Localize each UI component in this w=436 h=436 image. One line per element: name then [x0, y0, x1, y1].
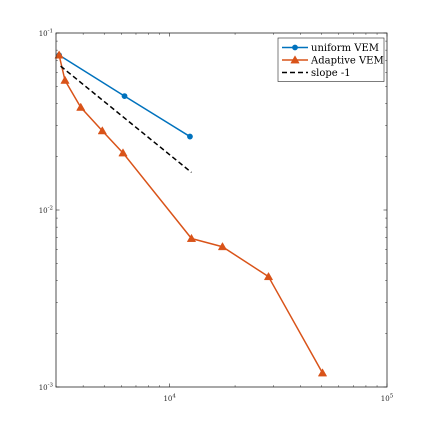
data-point-uniform-vem: [121, 93, 128, 100]
series-line-slope-1: [60, 65, 192, 174]
y-tick-label: 10-3: [39, 383, 54, 393]
legend-label-uniform-vem: uniform VEM: [311, 43, 379, 54]
data-point-adaptive-vem: [60, 75, 70, 84]
legend-label-slope-1: slope -1: [311, 68, 351, 79]
legend-marker-adaptive-vem: [290, 55, 300, 64]
data-point-adaptive-vem: [263, 271, 274, 281]
data-point-adaptive-vem: [186, 233, 197, 242]
data-point-adaptive-vem: [217, 242, 228, 251]
y-tick-label: 10-2: [39, 206, 53, 216]
data-point-uniform-vem: [187, 133, 193, 140]
data-point-adaptive-vem: [118, 148, 128, 157]
plot-area: [56, 33, 387, 387]
legend-marker-uniform-vem: [292, 44, 298, 51]
x-tick-label: 104: [163, 394, 176, 404]
legend-label-adaptive-vem: Adaptive VEM: [310, 56, 384, 67]
y-tick-label: 10-1: [39, 29, 53, 39]
data-point-adaptive-vem: [76, 102, 86, 111]
data-point-adaptive-vem: [317, 368, 328, 377]
data-point-adaptive-vem: [97, 126, 107, 135]
data-point-adaptive-vem: [54, 50, 64, 59]
x-tick-label: 105: [381, 394, 394, 404]
axes-box: [55, 32, 388, 388]
series-layer: [54, 50, 328, 377]
